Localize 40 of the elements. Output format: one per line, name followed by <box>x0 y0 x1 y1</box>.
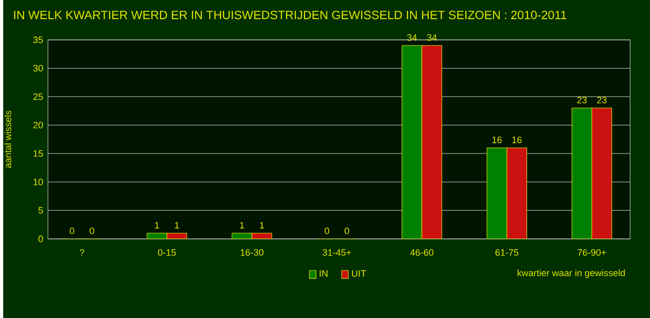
x-tick-label: 76-90+ <box>578 248 606 256</box>
data-label: 1 <box>260 222 264 228</box>
data-label: 0 <box>90 227 94 234</box>
x-tick-label: 16-30 <box>240 248 264 256</box>
data-label: 1 <box>240 222 244 228</box>
bar <box>506 147 528 239</box>
data-label: 1 <box>155 222 160 228</box>
y-tick-label: 35 <box>33 36 43 43</box>
y-tick-label: 10 <box>34 178 43 186</box>
legend-label: UIT <box>352 270 366 277</box>
x-tick-label: 46-60 <box>410 248 434 256</box>
x-tick-label: 0-15 <box>158 248 176 256</box>
x-tick-label: 31-45+ <box>322 248 352 256</box>
y-tick-label: 5 <box>38 206 43 214</box>
legend-label: IN <box>320 270 328 276</box>
data-label: 0 <box>324 227 330 234</box>
y-axis-title: aantal wissels <box>4 110 12 168</box>
y-tick-label: 0 <box>38 235 43 242</box>
data-label: 1 <box>175 222 179 228</box>
bar <box>592 108 612 239</box>
y-tick-label: 25 <box>33 93 43 100</box>
data-label: 0 <box>344 227 350 234</box>
x-tick-label: 61-75 <box>495 248 518 256</box>
bar <box>572 108 592 239</box>
data-label: 23 <box>597 96 607 104</box>
data-label: 34 <box>427 34 437 41</box>
data-label: 34 <box>407 34 417 41</box>
x-tick-label: ? <box>80 248 84 256</box>
data-label: 16 <box>492 136 502 143</box>
bar <box>422 45 442 239</box>
data-label: 23 <box>577 96 587 104</box>
y-tick-label: 30 <box>33 64 43 72</box>
x-axis-title: kwartier waar in gewisseld <box>518 269 625 278</box>
data-label: 16 <box>512 136 522 143</box>
y-tick-label: 20 <box>33 122 43 128</box>
chart-title: IN WELK KWARTIER WERD ER IN THUISWEDSTRIJDEN GEWISSELD IN HET SEIZOEN : 2010-2011 <box>14 10 566 19</box>
data-label: 0 <box>70 227 74 234</box>
bar <box>486 147 508 239</box>
bar <box>402 45 422 239</box>
y-tick-label: 15 <box>34 150 43 157</box>
